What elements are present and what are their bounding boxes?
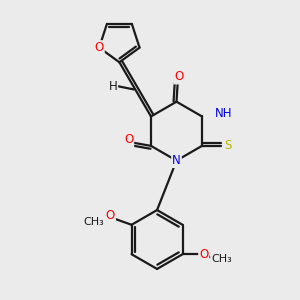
Text: O: O [94, 41, 104, 54]
Text: CH₃: CH₃ [83, 217, 104, 227]
Text: O: O [106, 209, 115, 223]
Text: NH: NH [215, 107, 232, 120]
Text: H: H [108, 80, 117, 93]
Text: S: S [224, 140, 232, 152]
Text: O: O [174, 70, 184, 83]
Text: N: N [172, 154, 181, 167]
Text: O: O [124, 134, 133, 146]
Text: CH₃: CH₃ [211, 254, 232, 264]
Text: O: O [199, 248, 208, 261]
